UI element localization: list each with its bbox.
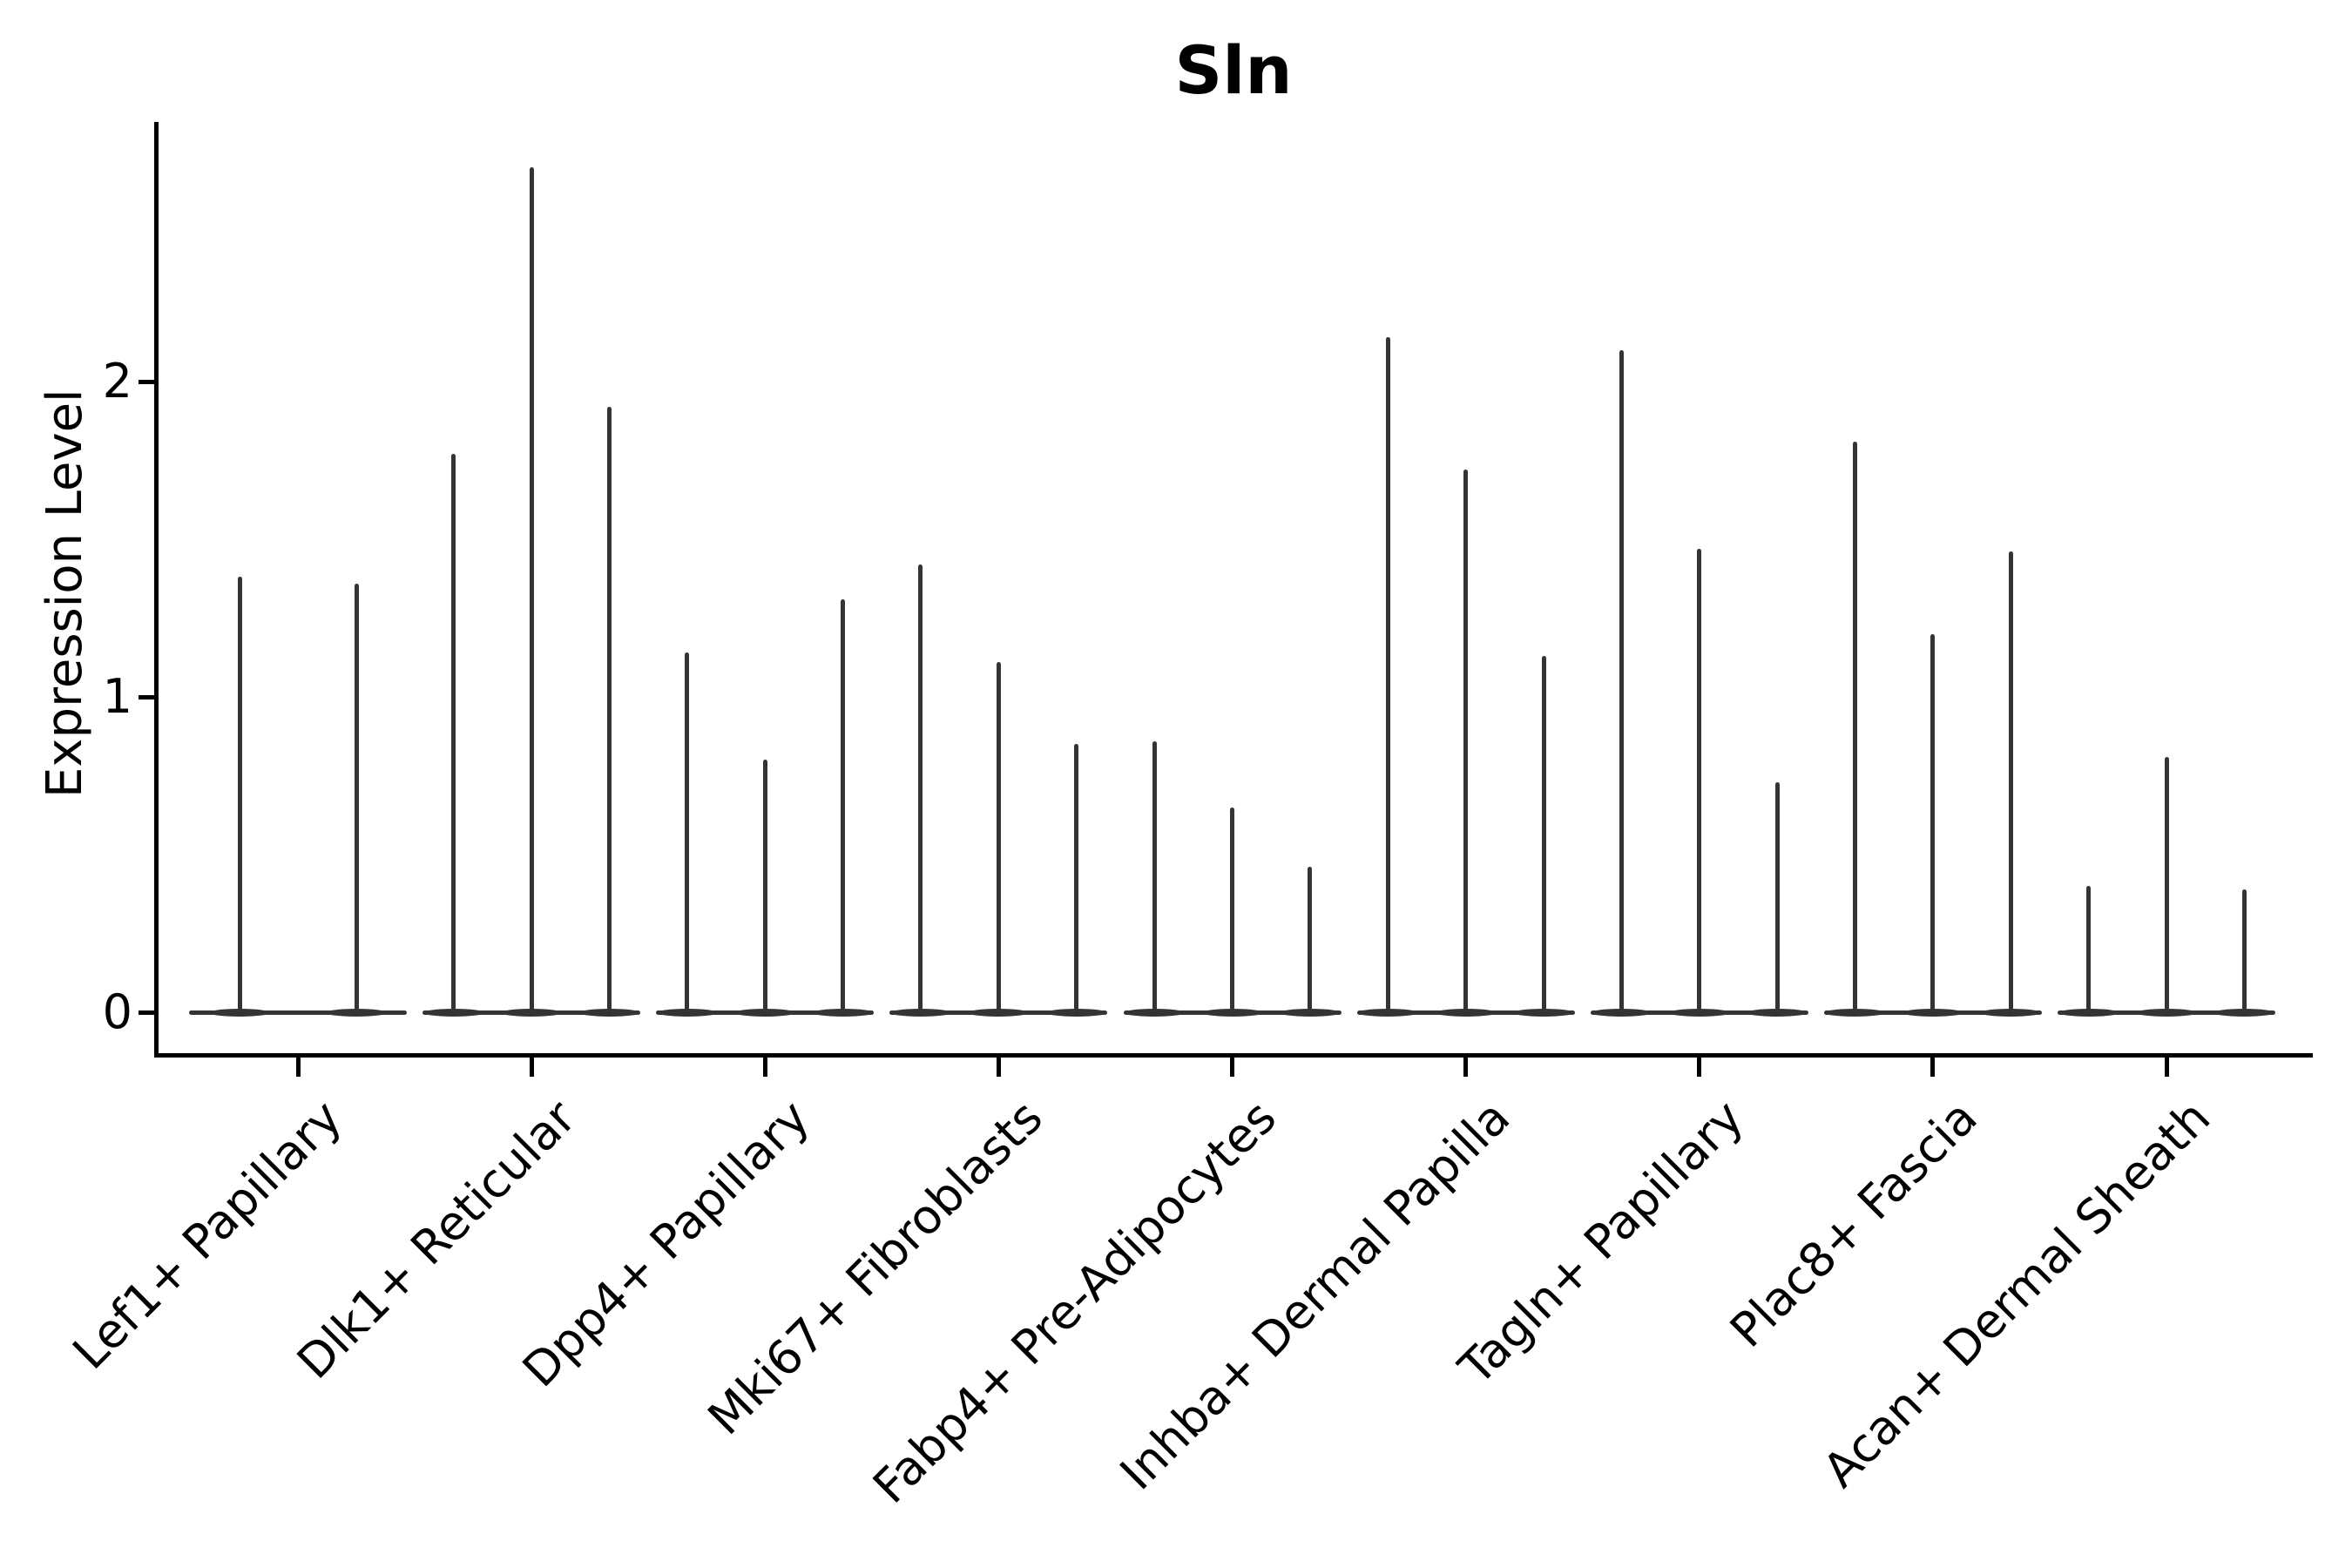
- violin-foot: [422, 1008, 484, 1017]
- y-tick-label: 1: [102, 669, 132, 724]
- x-tick-mark: [762, 1058, 767, 1077]
- x-category-label: Acan+ Dermal Sheath: [1813, 1090, 2221, 1498]
- x-axis-spine: [154, 1053, 2313, 1058]
- violin-foot: [968, 1008, 1030, 1017]
- violin-spike: [1852, 441, 1857, 1012]
- x-tick-mark: [295, 1058, 301, 1077]
- x-tick-mark: [2164, 1058, 2169, 1077]
- x-tick-mark: [996, 1058, 1001, 1077]
- x-tick-mark: [1230, 1058, 1234, 1077]
- violin-foot: [1668, 1008, 1730, 1017]
- violin-foot: [2136, 1008, 2197, 1017]
- violin-spike: [1308, 867, 1313, 1012]
- violin-foot: [501, 1008, 563, 1017]
- violin-spike: [1619, 349, 1624, 1012]
- x-category-label: Fabp4+ Pre-Adipocytes: [862, 1090, 1288, 1514]
- violin-foot: [1124, 1008, 1186, 1017]
- x-tick-mark: [529, 1058, 534, 1077]
- violin-foot: [209, 1008, 270, 1017]
- y-axis-spine: [154, 122, 159, 1058]
- x-tick-mark: [1930, 1058, 1936, 1077]
- violin-foot: [656, 1008, 718, 1017]
- violin-foot: [1201, 1008, 1263, 1017]
- violin-foot: [2058, 1008, 2119, 1017]
- violin-spike: [529, 166, 534, 1012]
- x-tick-mark: [1697, 1058, 1702, 1077]
- y-axis-label: Expression Level: [37, 389, 93, 798]
- violin-baseline: [189, 1010, 407, 1015]
- y-tick-label: 2: [102, 354, 132, 409]
- violin-spike: [1230, 807, 1234, 1012]
- violin-spike: [2008, 551, 2013, 1012]
- violin-spike: [354, 583, 359, 1012]
- violin-spike: [1930, 633, 1936, 1012]
- violin-foot: [1747, 1008, 1808, 1017]
- violin-foot: [812, 1008, 874, 1017]
- y-tick-mark: [139, 694, 154, 700]
- violin-foot: [889, 1008, 951, 1017]
- y-tick-mark: [139, 379, 154, 384]
- violin-spike: [1074, 744, 1079, 1012]
- violin-spike: [607, 406, 612, 1012]
- violin-spike: [2241, 889, 2247, 1012]
- x-category-label: Plac8+ Fascia: [1719, 1090, 1988, 1358]
- violin-foot: [1357, 1008, 1419, 1017]
- violin-foot: [1902, 1008, 1963, 1017]
- violin-foot: [1435, 1008, 1497, 1017]
- violin-spike: [2164, 756, 2169, 1012]
- violin-spike: [237, 577, 242, 1012]
- x-category-label: Inhba+ Dermal Papilla: [1109, 1090, 1521, 1501]
- violin-foot: [1045, 1008, 1107, 1017]
- violin-spike: [685, 652, 690, 1012]
- violin-foot: [1824, 1008, 1886, 1017]
- violin-foot: [1980, 1008, 2042, 1017]
- violin-spike: [841, 598, 846, 1012]
- violin-spike: [762, 760, 767, 1012]
- violin-spike: [1463, 470, 1469, 1012]
- violin-spike: [996, 662, 1001, 1012]
- violin-foot: [578, 1008, 640, 1017]
- violin-foot: [734, 1008, 796, 1017]
- x-tick-mark: [1463, 1058, 1469, 1077]
- violin-foot: [2213, 1008, 2275, 1017]
- violin-foot: [1513, 1008, 1575, 1017]
- chart-title: Sln: [1174, 31, 1293, 109]
- violin-spike: [918, 564, 923, 1012]
- violin-spike: [1385, 337, 1390, 1012]
- violin-spike: [1697, 548, 1702, 1012]
- y-tick-label: 0: [102, 984, 132, 1039]
- violin-spike: [1541, 655, 1546, 1012]
- violin-spike: [2086, 886, 2092, 1012]
- violin-spike: [1774, 781, 1780, 1012]
- violin-spike: [451, 454, 456, 1012]
- violin-spike: [1152, 740, 1157, 1012]
- y-tick-mark: [139, 1010, 154, 1015]
- violin-foot: [326, 1008, 387, 1017]
- violin-foot: [1591, 1008, 1652, 1017]
- violin-foot: [1279, 1008, 1341, 1017]
